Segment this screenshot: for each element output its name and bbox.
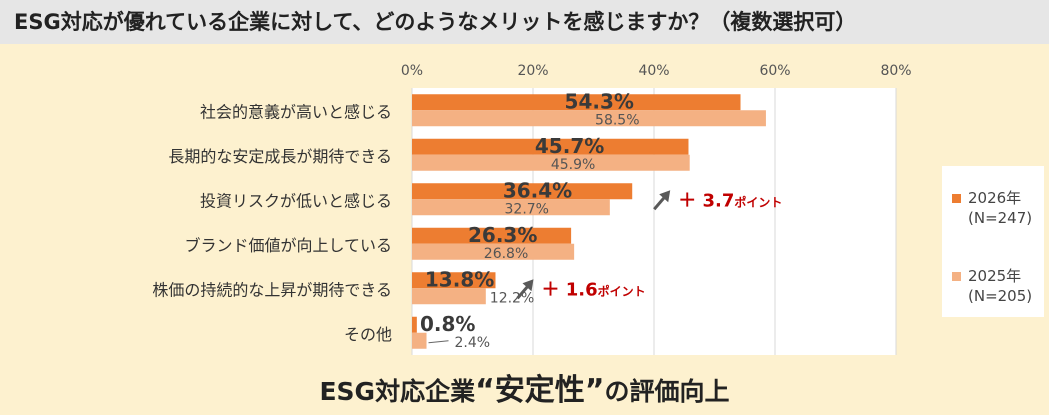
legend-line: (N=205) xyxy=(968,287,1033,305)
data-label-2025: 32.7% xyxy=(505,201,549,217)
category-label: ブランド価値が向上している xyxy=(184,236,392,255)
footer-headline: ESG対応企業“安定性”の評価向上 xyxy=(0,365,1049,409)
x-tick-label: 0% xyxy=(401,63,423,79)
legend-line: 2025年 xyxy=(968,267,1022,285)
bar-2026 xyxy=(412,227,572,244)
bar-2026 xyxy=(412,94,741,111)
increase-arrowhead xyxy=(522,279,534,292)
data-label-2026: 36.4% xyxy=(503,178,572,202)
data-label-2026: 26.3% xyxy=(468,223,537,247)
bar-2025 xyxy=(412,288,486,305)
footer-prefix: ESG対応企業 xyxy=(319,377,476,406)
bar-2025 xyxy=(412,243,575,260)
page-title: ESG対応が優れている企業に対して、どのようなメリットを感じますか？（複数選択可… xyxy=(14,10,857,34)
bar-2026 xyxy=(412,183,633,200)
footer-suffix: の評価向上 xyxy=(604,377,730,406)
bar-2026 xyxy=(412,138,689,155)
bar-2025 xyxy=(412,110,766,127)
category-label: その他 xyxy=(344,325,392,344)
bar-2025 xyxy=(412,154,690,171)
annotation-unit: ポイント xyxy=(598,283,646,298)
data-label-2025: 45.9% xyxy=(551,157,595,173)
increase-arrowhead xyxy=(659,190,671,203)
data-label-2025: 2.4% xyxy=(455,335,491,351)
legend-swatch-2026 xyxy=(952,194,961,203)
legend: 2026年 (N=247) 2025年 (N=205) xyxy=(942,166,1044,317)
annotation-label: ＋ 3.7ポイント xyxy=(678,190,782,211)
data-label-2025: 58.5% xyxy=(595,112,639,128)
legend-label-2025: 2025年 (N=205) xyxy=(968,266,1032,306)
legend-label-2026: 2026年 (N=247) xyxy=(968,188,1032,228)
annotation-unit: ポイント xyxy=(734,194,782,209)
annotation-label: ＋ 1.6ポイント xyxy=(541,279,645,300)
bar-2025 xyxy=(412,199,610,216)
data-label-2026: 0.8% xyxy=(420,312,475,336)
footer-highlight: “安定性” xyxy=(475,373,605,408)
annotation-value: ＋ 1.6 xyxy=(541,279,597,300)
x-tick-label: 40% xyxy=(638,63,669,79)
x-tick-label: 80% xyxy=(880,63,911,79)
data-label-2025: 12.2% xyxy=(490,290,534,306)
bar-2026 xyxy=(412,272,496,289)
legend-line: 2026年 xyxy=(968,189,1022,207)
x-tick-label: 20% xyxy=(517,63,548,79)
category-label: 長期的な安定成長が期待できる xyxy=(168,147,392,166)
data-label-2026: 54.3% xyxy=(565,89,634,113)
data-label-2026: 45.7% xyxy=(535,134,604,158)
data-label-2026: 13.8% xyxy=(425,267,494,291)
annotation-value: ＋ 3.7 xyxy=(678,190,734,211)
header-bar: ESG対応が優れている企業に対して、どのようなメリットを感じますか？（複数選択可… xyxy=(0,0,1049,44)
category-label: 株価の持続的な上昇が期待できる xyxy=(152,280,392,299)
bar-2026 xyxy=(412,316,417,333)
legend-line: (N=247) xyxy=(968,209,1033,227)
category-label: 社会的意義が高いと感じる xyxy=(200,102,392,121)
category-label: 投資リスクが低いと感じる xyxy=(200,191,392,210)
x-tick-label: 60% xyxy=(759,63,790,79)
leader-line xyxy=(428,340,449,344)
legend-swatch-2025 xyxy=(952,272,961,281)
bar-2025 xyxy=(412,332,427,349)
data-label-2025: 26.8% xyxy=(484,246,528,262)
